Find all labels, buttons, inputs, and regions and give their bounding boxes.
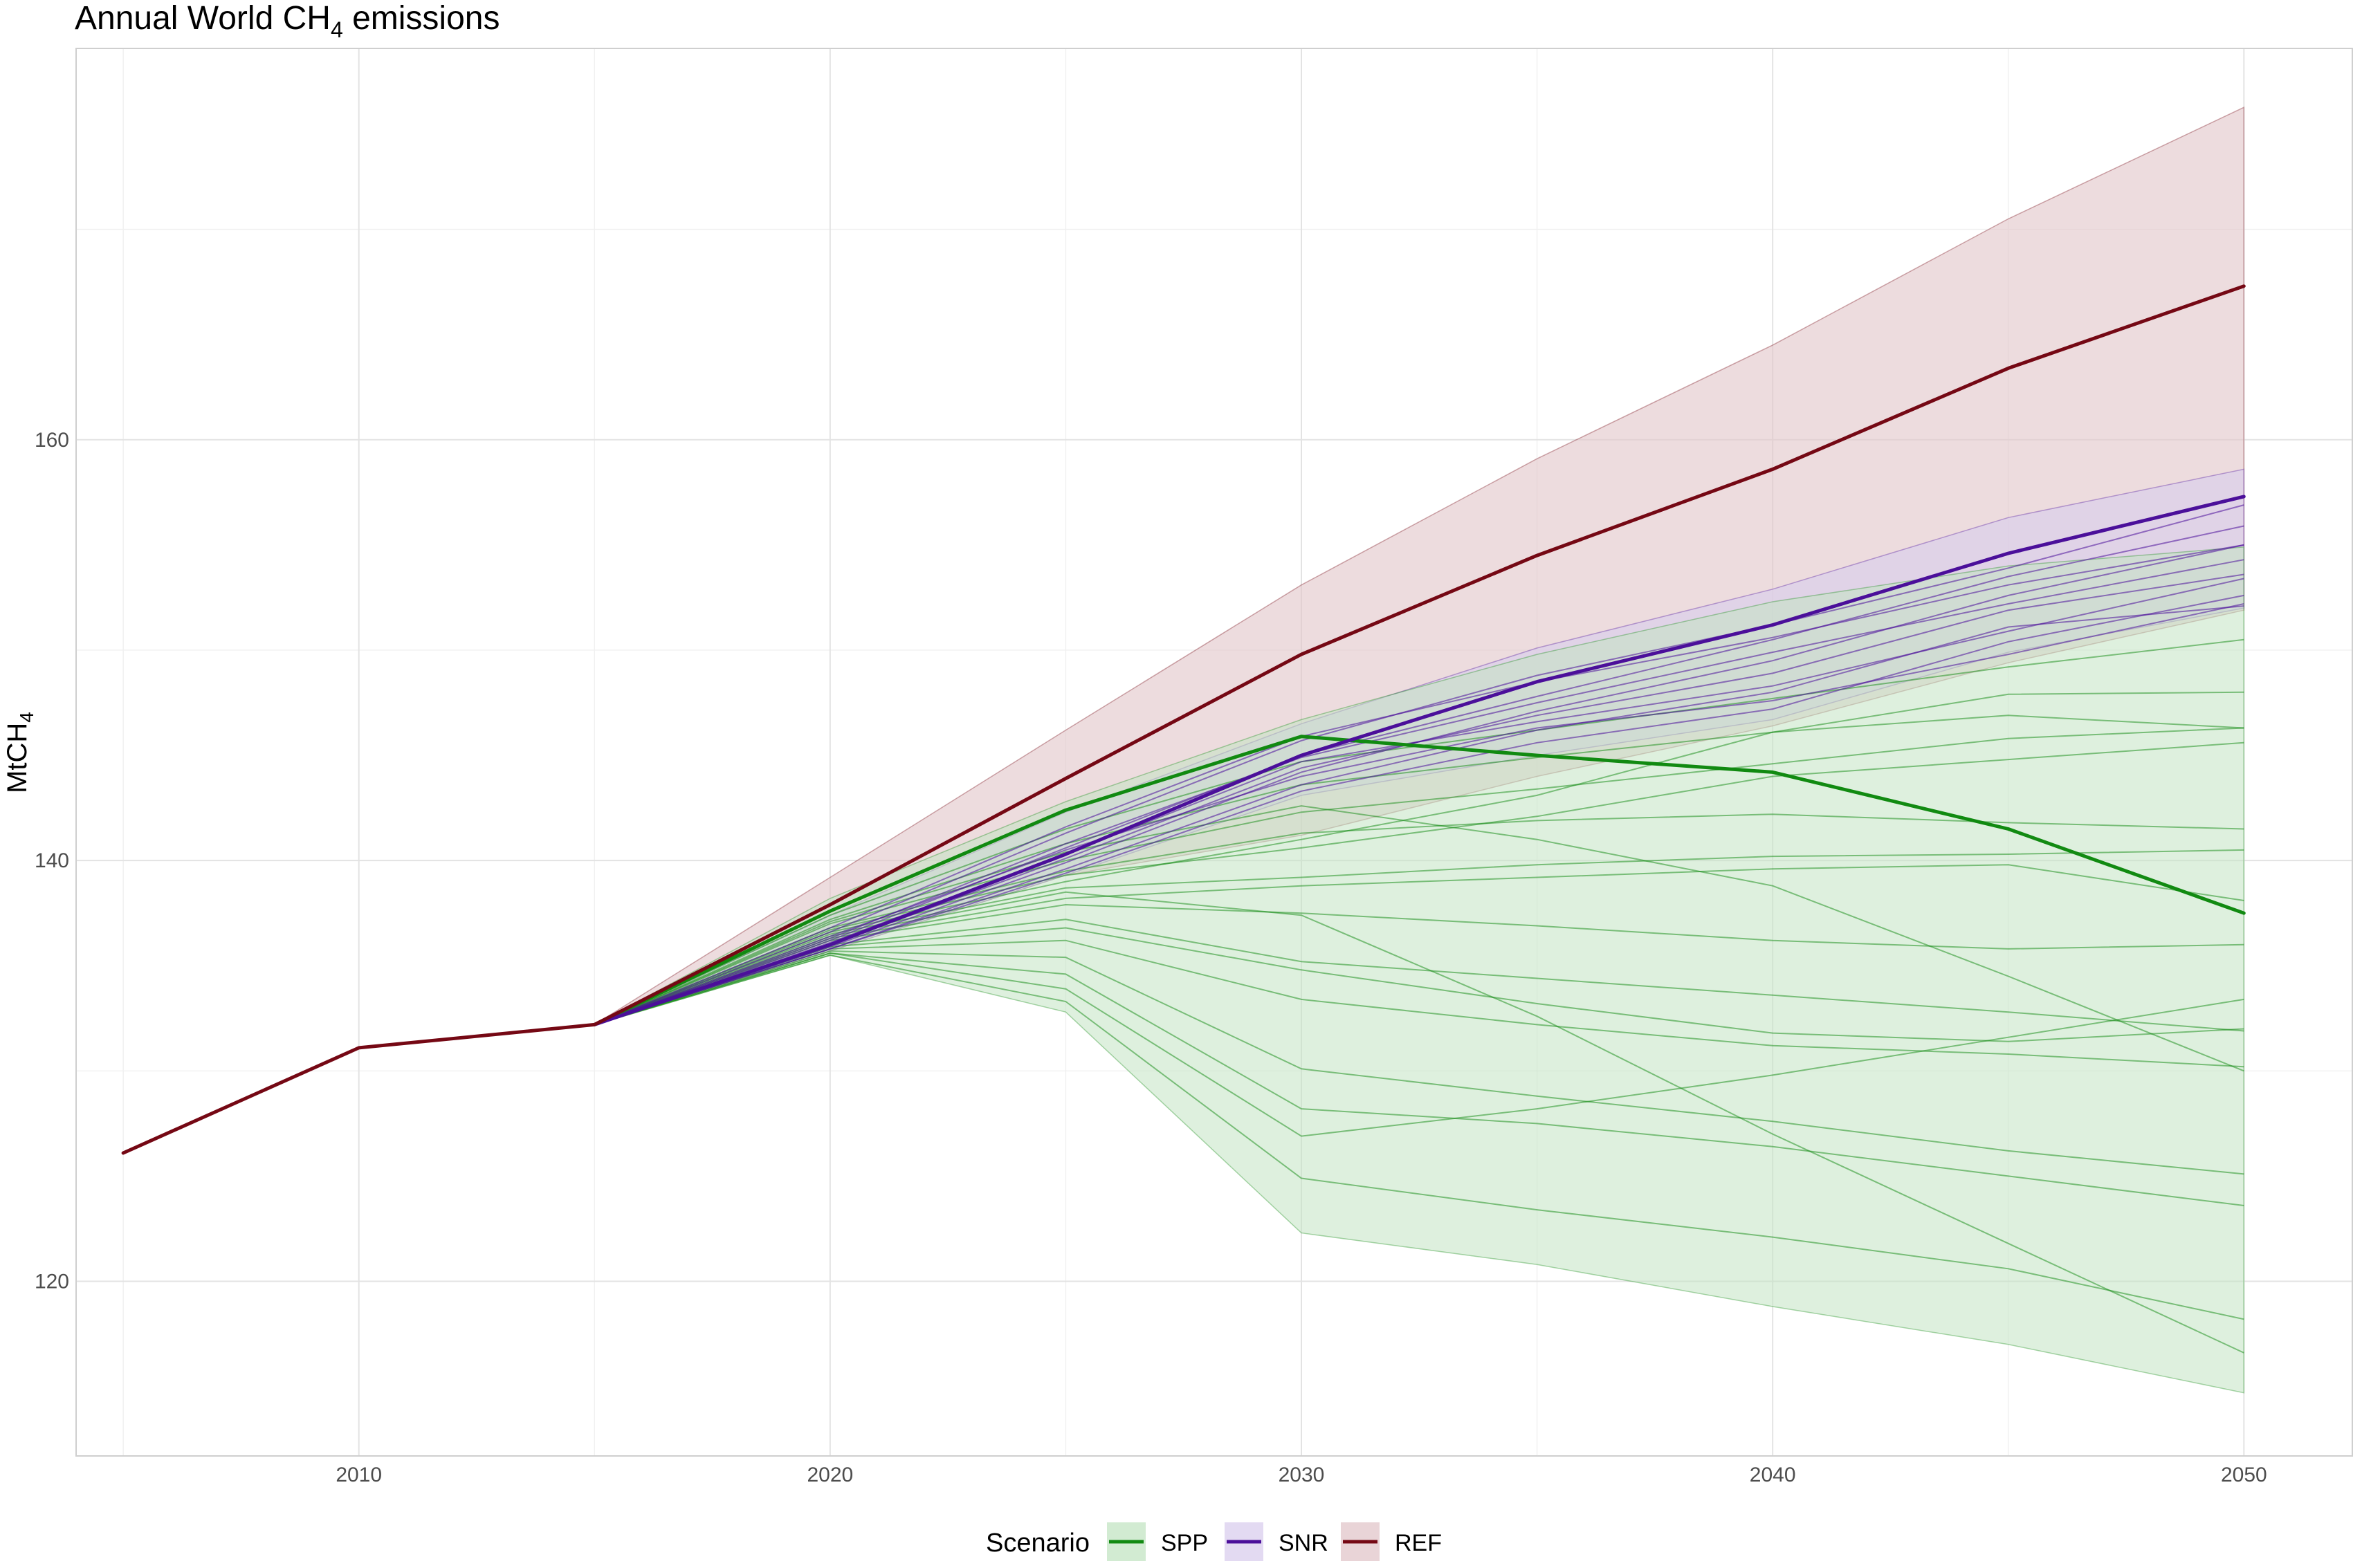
run-line-spp xyxy=(594,939,2244,1068)
y-tick-label: 160 xyxy=(35,429,69,452)
legend-label-ref: REF xyxy=(1395,1530,1442,1556)
legend-label-spp: SPP xyxy=(1161,1530,1208,1556)
x-tick-label: 2020 xyxy=(807,1464,853,1486)
run-line-spp xyxy=(594,805,2244,1072)
legend: Scenario SPP SNR REF xyxy=(986,1522,1442,1561)
scenario-runs xyxy=(594,504,2244,1354)
run-line-snr xyxy=(594,594,2244,1026)
median-line-snr xyxy=(592,495,2246,1026)
uncertainty-bands xyxy=(122,107,2245,1394)
y-tick-label: 140 xyxy=(35,849,69,872)
run-line-spp xyxy=(594,864,2244,1026)
legend-title: Scenario xyxy=(986,1529,1090,1558)
run-line-spp xyxy=(594,952,2244,1206)
median-line-ref xyxy=(121,284,2246,1155)
x-tick-label: 2010 xyxy=(336,1464,382,1486)
run-line-spp xyxy=(594,691,2244,1026)
run-line-spp xyxy=(594,919,2244,1032)
panel-border xyxy=(75,48,2353,1457)
legend-label-snr: SNR xyxy=(1279,1530,1328,1556)
run-line-spp xyxy=(594,927,2244,1042)
y-tick-label: 120 xyxy=(35,1271,69,1293)
y-axis-label: MtCH4 xyxy=(2,712,37,793)
x-axis-ticks: 2010 2020 2030 2040 2050 xyxy=(336,1464,2267,1486)
x-tick-label: 2050 xyxy=(2221,1464,2267,1486)
run-line-spp xyxy=(594,849,2244,1026)
legend-item-spp: SPP xyxy=(1107,1522,1208,1561)
run-line-snr xyxy=(594,525,2244,1026)
median-line-spp xyxy=(592,735,2246,1026)
legend-item-snr: SNR xyxy=(1225,1522,1328,1561)
run-line-spp xyxy=(594,727,2244,1026)
run-line-spp xyxy=(594,950,2244,1175)
median-lines xyxy=(121,284,2246,1155)
chart-title-rest: emissions xyxy=(343,0,500,37)
chart-title-subscript: 4 xyxy=(331,17,343,42)
run-line-spp xyxy=(594,952,2244,1137)
y-axis-ticks: 120 140 160 xyxy=(35,429,69,1293)
x-tick-label: 2040 xyxy=(1750,1464,1796,1486)
legend-item-ref: REF xyxy=(1341,1522,1442,1561)
run-line-spp xyxy=(594,903,2244,1026)
x-tick-label: 2030 xyxy=(1279,1464,1325,1486)
run-line-spp xyxy=(594,741,2244,1026)
run-line-snr xyxy=(594,603,2244,1026)
chart-title: Annual World CH4 emissions xyxy=(75,0,500,42)
run-line-snr xyxy=(594,544,2244,1026)
run-line-spp xyxy=(594,714,2244,1026)
y-axis-label-subscript: 4 xyxy=(16,712,37,723)
run-line-snr xyxy=(594,504,2244,1026)
run-line-spp xyxy=(594,954,2244,1320)
